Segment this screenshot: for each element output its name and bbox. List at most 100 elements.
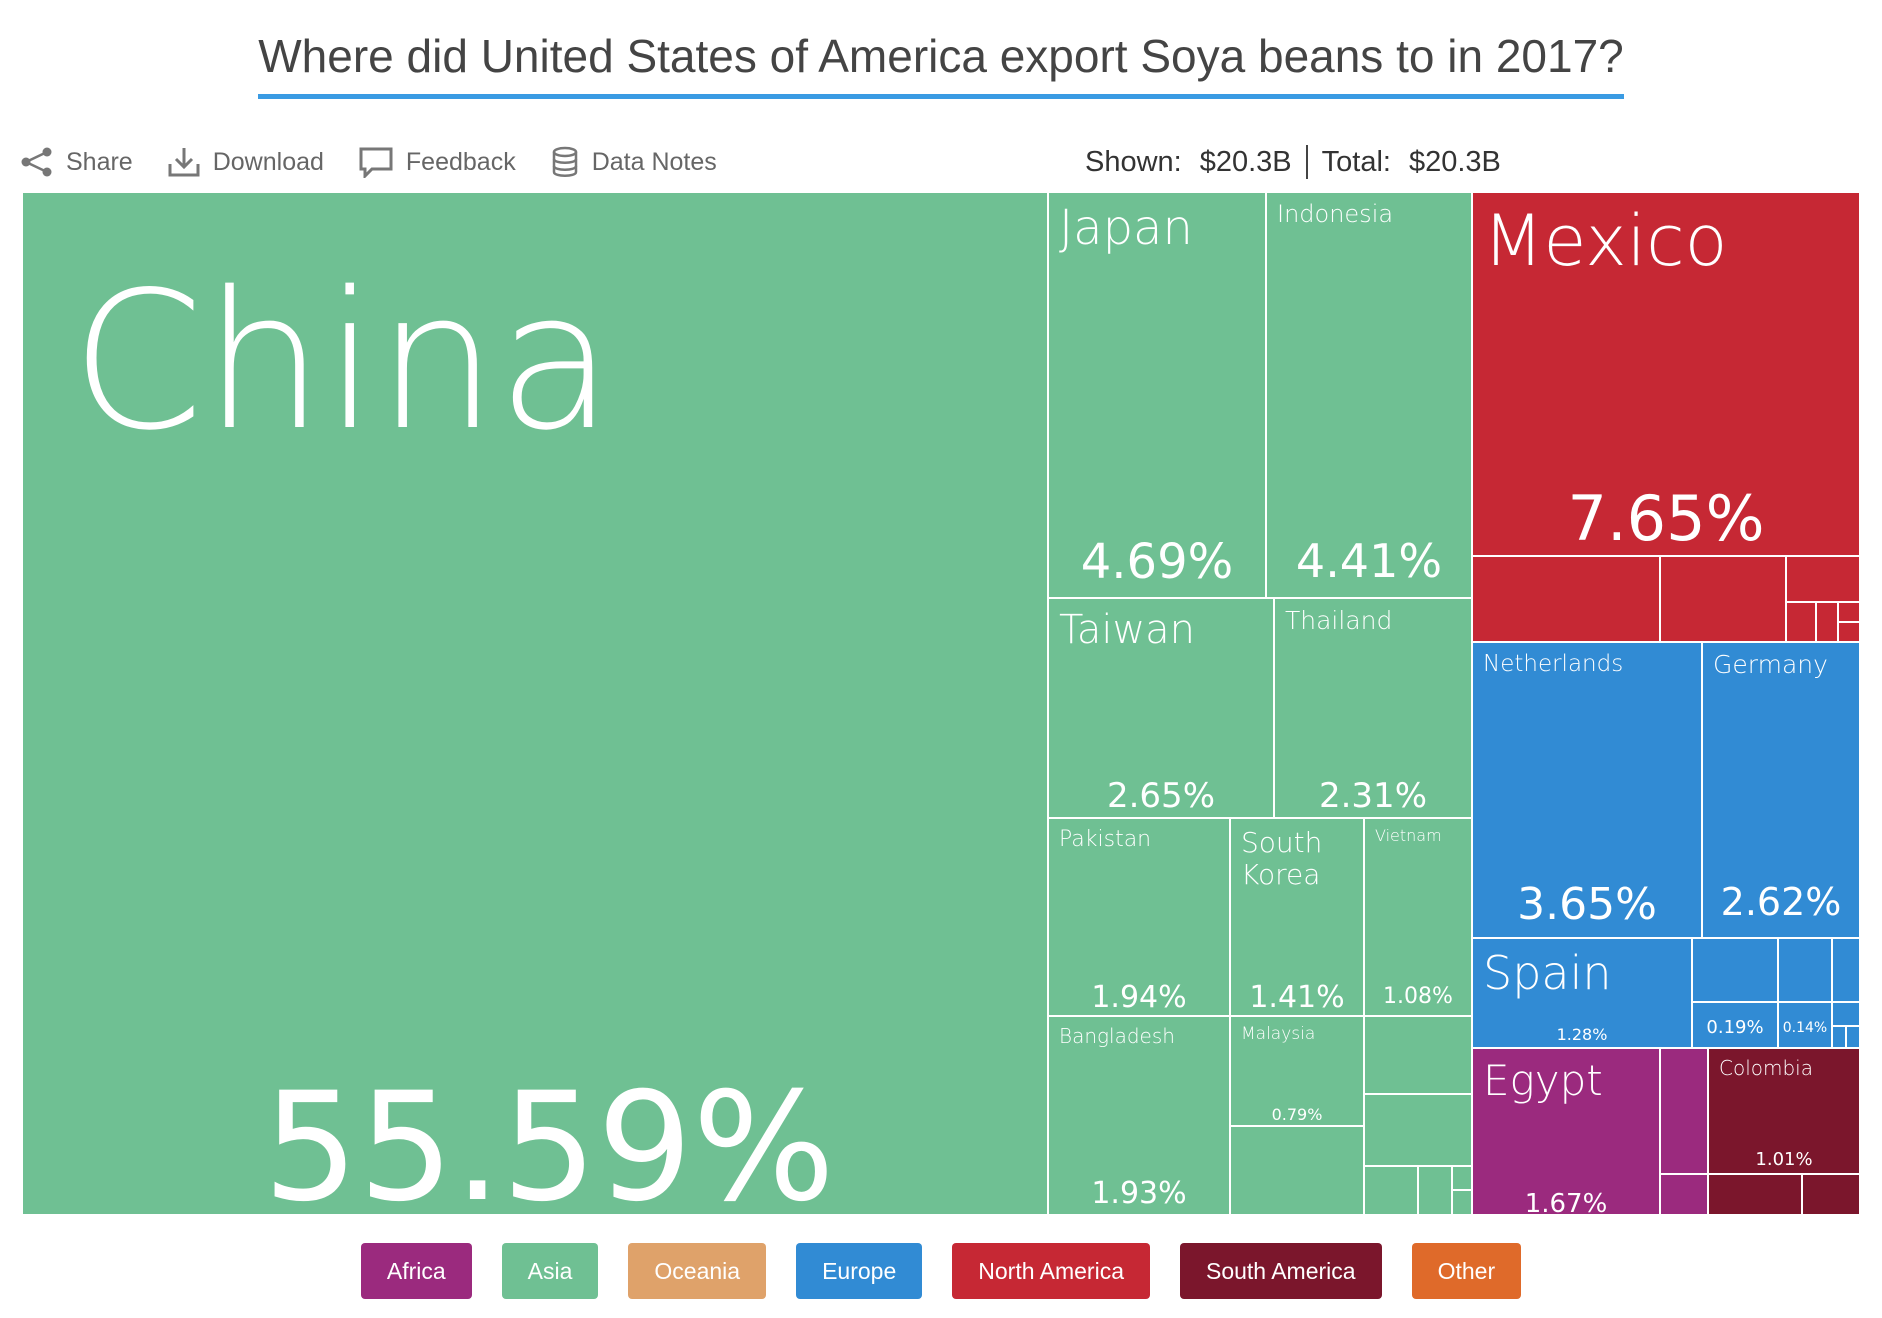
treemap-tile-small[interactable] — [1846, 1026, 1860, 1048]
tile-share-label: 1.01% — [1755, 1149, 1813, 1170]
tile-share-label: 0.14% — [1782, 1020, 1828, 1036]
tile-country-label: Vietnam — [1375, 826, 1442, 845]
treemap-tile-unlabeled-17[interactable]: 0.14% — [1778, 1002, 1832, 1048]
treemap-tile-small[interactable] — [1364, 1166, 1418, 1215]
treemap-tile-small[interactable] — [1472, 556, 1660, 642]
tile-country-label: Spain — [1483, 946, 1612, 1000]
tile-country-label: Germany — [1713, 650, 1828, 679]
treemap-tile-small[interactable] — [1692, 938, 1778, 1002]
treemap-tile-small[interactable] — [1452, 1190, 1472, 1215]
treemap-tile-small[interactable] — [1786, 602, 1816, 642]
treemap-tile-unlabeled-16[interactable]: 0.19% — [1692, 1002, 1778, 1048]
database-icon — [550, 146, 580, 178]
download-icon — [167, 146, 201, 178]
treemap-tile-small[interactable] — [1418, 1166, 1452, 1215]
treemap-tile-vietnam[interactable]: Vietnam 1.08% — [1364, 818, 1472, 1016]
tile-country-label: Bangladesh — [1059, 1024, 1175, 1048]
region-legend: Africa Asia Oceania Europe North America Sout… — [0, 1243, 1882, 1299]
tile-share-label: 2.65% — [1106, 776, 1215, 816]
tile-share-label: 1.28% — [1556, 1025, 1608, 1044]
toolbar: Share Download Feedback Data Notes — [20, 140, 717, 184]
share-button[interactable]: Share — [20, 147, 133, 177]
tile-country-label: Egypt — [1483, 1056, 1603, 1105]
tile-country-label: China — [71, 251, 614, 472]
totals-readout: Shown: $20.3B Total: $20.3B — [1085, 140, 1501, 184]
tile-share-label: 7.65% — [1567, 482, 1765, 555]
feedback-button[interactable]: Feedback — [358, 146, 516, 178]
treemap-tile-small[interactable] — [1786, 556, 1860, 602]
total-label: Total: — [1321, 145, 1391, 178]
treemap-tile-small[interactable] — [1832, 938, 1860, 1002]
treemap-tile-china[interactable]: China 55.59% — [22, 192, 1048, 1215]
legend-item-other[interactable]: Other — [1411, 1243, 1522, 1299]
tile-share-label: 1.08% — [1383, 984, 1453, 1009]
legend-item-asia[interactable]: Asia — [501, 1243, 599, 1299]
treemap-tile-colombia[interactable]: Colombia 1.01% — [1708, 1048, 1860, 1174]
treemap-tile-spain[interactable]: Spain 1.28% — [1472, 938, 1692, 1048]
tile-share-label: 2.31% — [1318, 776, 1427, 816]
download-button[interactable]: Download — [167, 146, 324, 178]
tile-country-label: Netherlands — [1483, 651, 1624, 677]
total-value: $20.3B — [1408, 145, 1501, 178]
tile-country-label: Taiwan — [1059, 607, 1196, 653]
legend-item-oceania[interactable]: Oceania — [628, 1243, 767, 1299]
tile-country-label: South Korea — [1241, 826, 1323, 892]
treemap-tile-small[interactable] — [1452, 1166, 1472, 1190]
tile-share-label: 4.69% — [1080, 534, 1234, 590]
tile-share-label: 1.94% — [1091, 980, 1187, 1015]
legend-item-europe[interactable]: Europe — [796, 1243, 923, 1299]
chart-title-text: Where did United States of America expor… — [258, 28, 1624, 99]
legend-item-south-america[interactable]: South America — [1179, 1243, 1382, 1299]
tile-country-label: Thailand — [1285, 606, 1393, 635]
tile-country-label: Colombia — [1719, 1056, 1813, 1080]
treemap-tile-small[interactable] — [1364, 1016, 1472, 1094]
tile-share-label: 2.62% — [1720, 880, 1842, 924]
share-label: Share — [66, 147, 133, 176]
legend-item-north-america[interactable]: North America — [952, 1243, 1150, 1299]
treemap-tile-small[interactable] — [1838, 602, 1860, 622]
treemap-tile-small[interactable] — [1708, 1174, 1802, 1215]
feedback-label: Feedback — [405, 147, 516, 176]
treemap-tile-taiwan[interactable]: Taiwan 2.65% — [1048, 598, 1274, 818]
treemap-tile-small[interactable] — [1816, 602, 1838, 642]
treemap-tile-small[interactable] — [1230, 1126, 1364, 1215]
treemap-tile-germany[interactable]: Germany 2.62% — [1702, 642, 1860, 938]
treemap-tile-small[interactable] — [1832, 1002, 1860, 1026]
download-label: Download — [212, 147, 324, 176]
treemap-tile-small[interactable] — [1364, 1094, 1472, 1166]
treemap-tile-small[interactable] — [1802, 1174, 1860, 1215]
treemap-tile-netherlands[interactable]: Netherlands 3.65% — [1472, 642, 1702, 938]
treemap-tile-bangladesh[interactable]: Bangladesh 1.93% — [1048, 1016, 1230, 1215]
treemap-tile-small[interactable] — [1660, 1174, 1708, 1215]
treemap-tile-small[interactable] — [1832, 1026, 1846, 1048]
treemap-tile-small[interactable] — [1660, 1048, 1708, 1174]
treemap-tile-small[interactable] — [1660, 556, 1786, 642]
data-notes-button[interactable]: Data Notes — [550, 146, 717, 178]
tile-share-label: 0.79% — [1271, 1105, 1323, 1124]
treemap-tile-indonesia[interactable]: Indonesia 4.41% — [1266, 192, 1472, 598]
treemap-tile-south-korea[interactable]: South Korea 1.41% — [1230, 818, 1364, 1016]
share-icon — [20, 147, 54, 177]
shown-value: $20.3B — [1199, 145, 1292, 178]
treemap-tile-small[interactable] — [1838, 622, 1860, 642]
treemap-tile-pakistan[interactable]: Pakistan 1.94% — [1048, 818, 1230, 1016]
tile-country-label: Malaysia — [1241, 1024, 1316, 1044]
feedback-icon — [358, 146, 394, 178]
treemap-tile-mexico[interactable]: Mexico 7.65% — [1472, 192, 1860, 556]
tile-share-label: 0.19% — [1706, 1017, 1764, 1038]
tile-share-label: 55.59% — [263, 1061, 835, 1215]
treemap-tile-egypt[interactable]: Egypt 1.67% — [1472, 1048, 1660, 1215]
data-notes-label: Data Notes — [591, 147, 717, 176]
tile-country-label: Japan — [1059, 200, 1193, 256]
treemap-tile-small[interactable] — [1778, 938, 1832, 1002]
treemap-tile-malaysia[interactable]: Malaysia 0.79% — [1230, 1016, 1364, 1126]
tile-share-label: 1.41% — [1249, 980, 1345, 1015]
treemap-tile-japan[interactable]: Japan 4.69% — [1048, 192, 1266, 598]
tile-share-label: 1.93% — [1091, 1176, 1187, 1211]
chart-title: Where did United States of America expor… — [0, 28, 1882, 99]
treemap-tile-thailand[interactable]: Thailand 2.31% — [1274, 598, 1472, 818]
shown-label: Shown: — [1085, 145, 1182, 178]
treemap: China 55.59% Mexico 7.65% Japan 4.69% Indonesi… — [22, 192, 1860, 1215]
legend-item-africa[interactable]: Africa — [360, 1243, 472, 1299]
tile-country-label: Mexico — [1483, 200, 1728, 282]
